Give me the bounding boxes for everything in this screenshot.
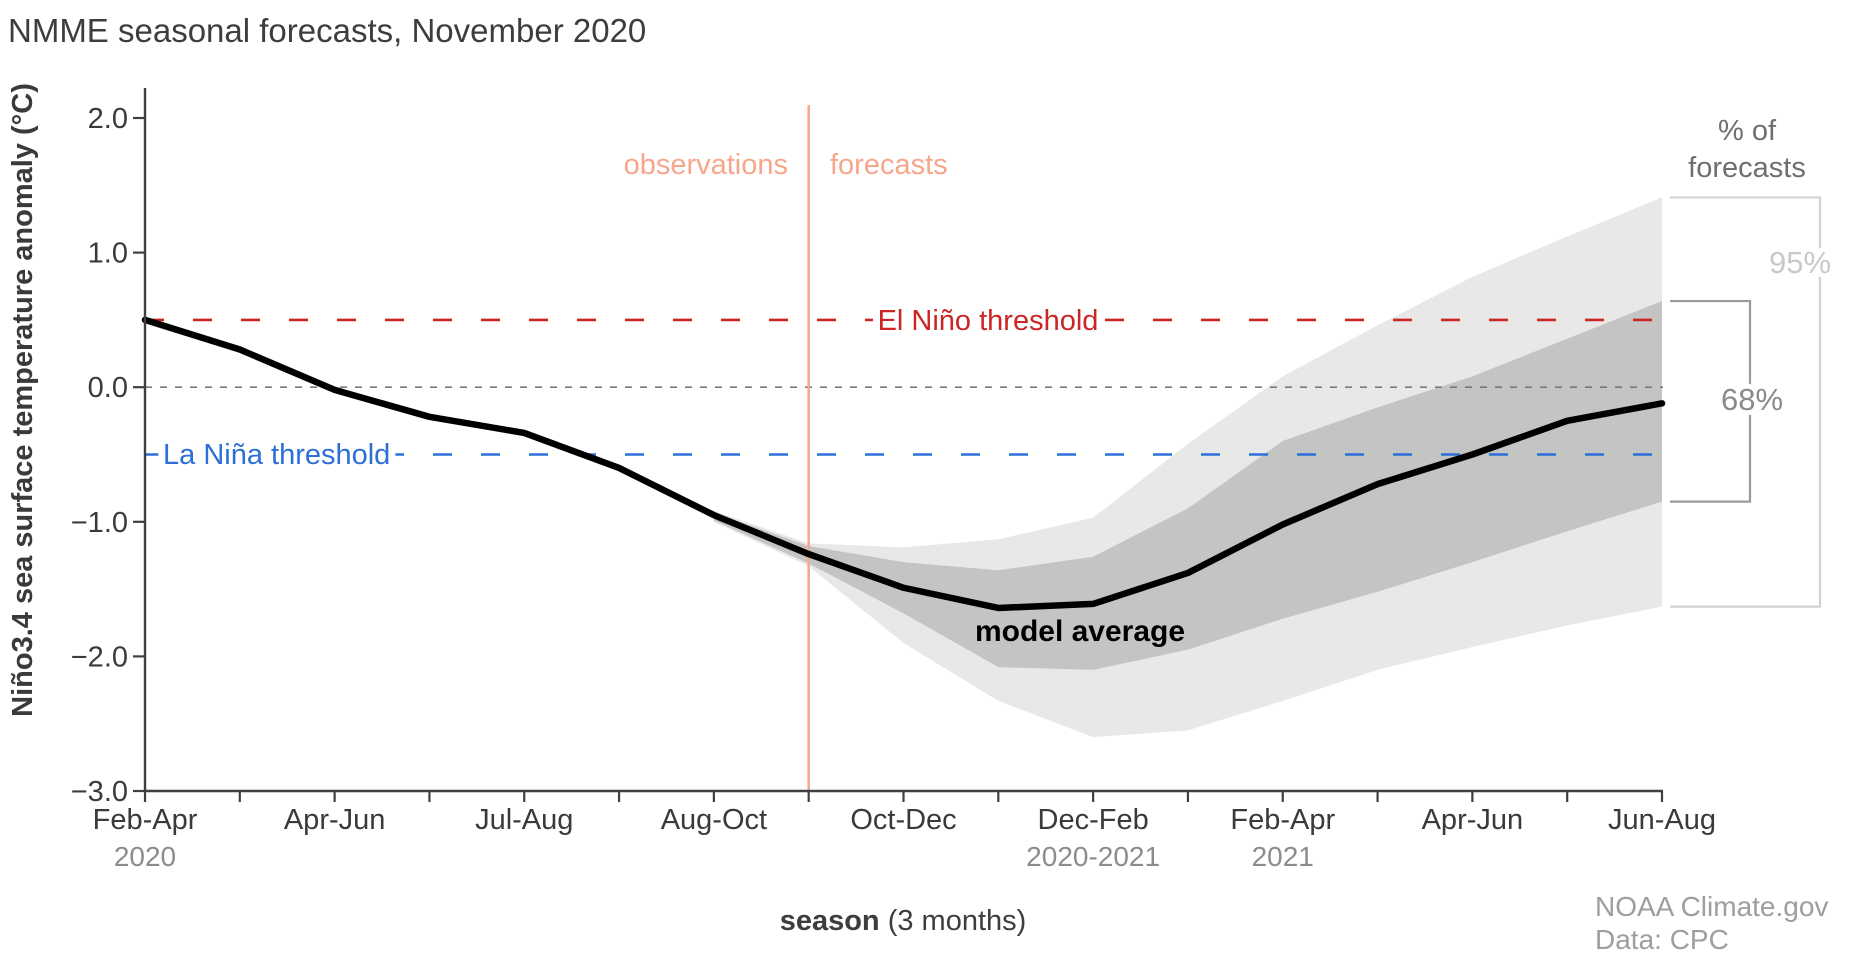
threshold-lines	[145, 318, 1663, 456]
x-tick-label: Feb-Apr	[93, 804, 198, 836]
pct95-label: 95%	[1769, 245, 1831, 280]
y-tick-label: −1.0	[71, 507, 128, 539]
observation-and-mean-line	[141, 316, 1666, 612]
y-axis-label: Niño3.4 sea surface temperature anomaly …	[7, 83, 39, 717]
y-tick-label: 2.0	[88, 103, 128, 135]
axes-and-ticks	[133, 88, 1664, 802]
y-tick-label: 0.0	[88, 372, 128, 404]
x-tick-label: Apr-Jun	[284, 804, 386, 836]
x-tick-sublabel: 2021	[1252, 841, 1314, 872]
el-nino-threshold-label: El Niño threshold	[878, 305, 1099, 337]
x-tick-label: Aug-Oct	[661, 804, 767, 836]
observations-label: observations	[624, 149, 788, 181]
bracket-95pct	[1670, 196, 1822, 608]
y-tick-label: −2.0	[71, 641, 128, 673]
mean-line	[141, 316, 1666, 612]
uncertainty-bands	[713, 197, 1662, 738]
chart-title: NMME seasonal forecasts, November 2020	[8, 12, 646, 49]
x-tick-label: Apr-Jun	[1422, 804, 1524, 836]
x-axis-label-bold: season	[780, 905, 880, 937]
bracket-68pct	[1670, 299, 1752, 503]
pct68-label: 68%	[1721, 382, 1783, 417]
pct-of-forecasts-header-line1: % of	[1718, 115, 1777, 147]
x-tick-label: Jun-Aug	[1608, 804, 1716, 836]
x-tick-sublabel: 2020-2021	[1026, 841, 1160, 872]
x-axis-label: season (3 months)	[780, 905, 1027, 937]
x-tick-label: Oct-Dec	[850, 804, 956, 836]
y-tick-label: 1.0	[88, 238, 128, 270]
credit-line2: Data: CPC	[1595, 924, 1729, 955]
pct-brackets	[1670, 196, 1822, 608]
x-tick-label: Feb-Apr	[1230, 804, 1335, 836]
la-nina-threshold-label: La Niña threshold	[163, 439, 390, 471]
x-tick-sublabel: 2020	[114, 841, 176, 872]
x-axis-label-rest: (3 months)	[880, 905, 1027, 937]
band-68pct	[713, 301, 1662, 670]
x-tick-label: Dec-Feb	[1038, 804, 1149, 836]
pct-of-forecasts-header-line2: forecasts	[1688, 152, 1806, 184]
credit-line1: NOAA Climate.gov	[1595, 891, 1828, 922]
y-tick-label: −3.0	[71, 776, 128, 808]
forecasts-label: forecasts	[830, 149, 948, 181]
model-average-label: model average	[975, 615, 1185, 648]
x-tick-label: Jul-Aug	[475, 804, 573, 836]
